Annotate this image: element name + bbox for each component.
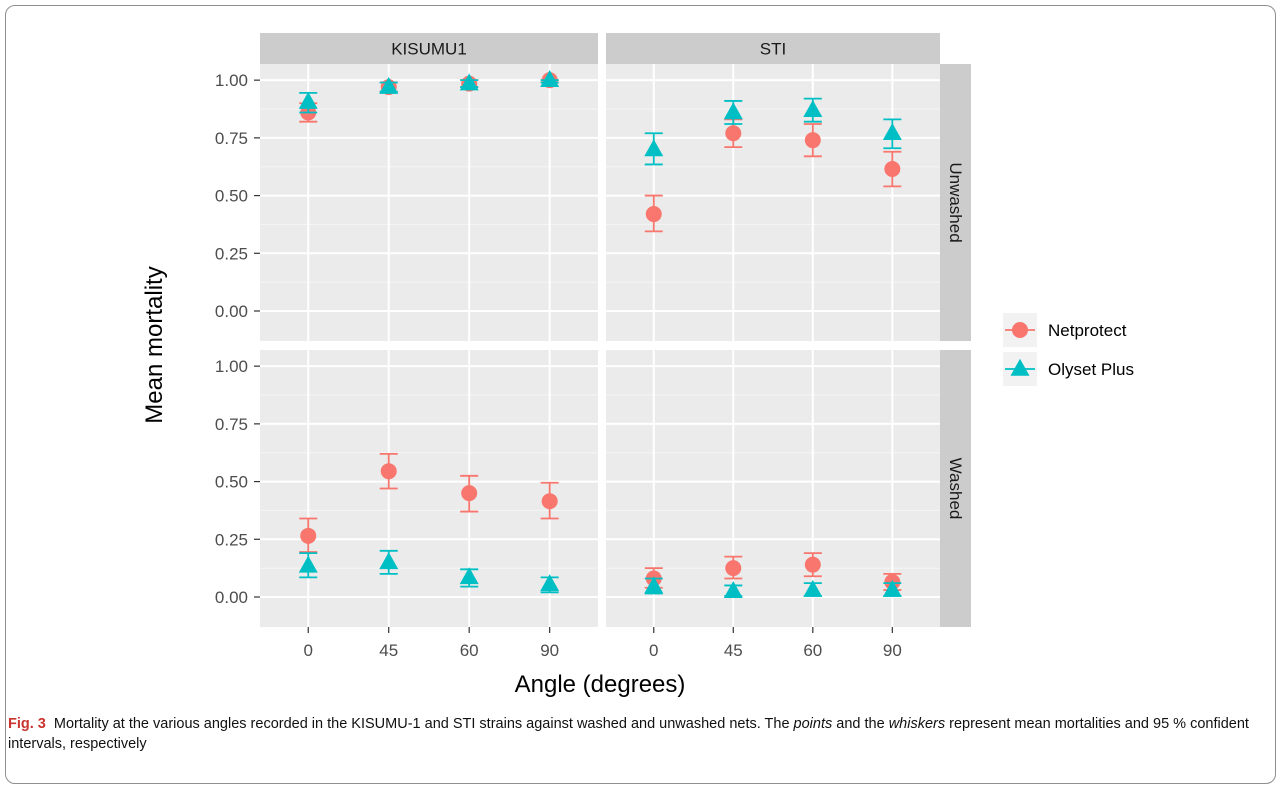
facet-column-label: KISUMU1 bbox=[391, 40, 467, 59]
facet-column-label: STI bbox=[760, 40, 786, 59]
data-point bbox=[882, 123, 902, 141]
panel-background bbox=[260, 64, 598, 341]
x-tick-label: 0 bbox=[304, 641, 313, 660]
y-axis-title: Mean mortality bbox=[141, 266, 168, 423]
caption-text: Mortality at the various angles recorded… bbox=[53, 716, 794, 732]
legend-key-marker bbox=[1012, 322, 1028, 338]
data-point bbox=[644, 576, 664, 594]
facet-row-label: Unwashed bbox=[946, 162, 965, 242]
x-tick-label: 60 bbox=[803, 641, 822, 660]
data-point bbox=[459, 567, 479, 585]
data-point bbox=[379, 552, 399, 570]
y-tick-label: 0.50 bbox=[215, 187, 248, 206]
y-tick-label: 0.25 bbox=[215, 244, 248, 263]
x-tick-label: 45 bbox=[379, 641, 398, 660]
panel-background bbox=[606, 350, 940, 627]
data-point bbox=[300, 527, 317, 544]
data-point bbox=[298, 555, 318, 573]
data-point bbox=[379, 76, 399, 94]
panel-background bbox=[260, 350, 598, 627]
data-point bbox=[725, 560, 742, 577]
x-tick-label: 60 bbox=[460, 641, 479, 660]
data-point bbox=[459, 73, 479, 91]
y-tick-label: 0.00 bbox=[215, 302, 248, 321]
data-point bbox=[645, 206, 662, 223]
legend-key-marker bbox=[1010, 358, 1030, 376]
caption-text: and the bbox=[832, 716, 889, 732]
data-point bbox=[380, 463, 397, 480]
y-tick-label: 0.75 bbox=[215, 415, 248, 434]
legend-label: Olyset Plus bbox=[1048, 360, 1134, 379]
x-tick-label: 0 bbox=[649, 641, 658, 660]
data-point bbox=[725, 125, 742, 142]
x-tick-label: 45 bbox=[724, 641, 743, 660]
y-tick-label: 0.00 bbox=[215, 588, 248, 607]
legend-label: Netprotect bbox=[1048, 321, 1127, 340]
x-tick-label: 90 bbox=[540, 641, 559, 660]
x-axis-title: Angle (degrees) bbox=[515, 671, 686, 698]
data-point bbox=[723, 581, 743, 599]
faceted-chart: KISUMU1 STI Unwashed Washed 0.00 0.25 0.50 0.7… bbox=[141, 33, 1134, 698]
facet-strip-row bbox=[940, 350, 971, 627]
data-point bbox=[804, 132, 821, 149]
caption-text: represent mean mortalities and 95 % conf… bbox=[8, 716, 1249, 752]
y-tick-label: 1.00 bbox=[215, 357, 248, 376]
y-tick-label: 0.50 bbox=[215, 473, 248, 492]
facet-row-label: Washed bbox=[946, 458, 965, 520]
figure-label: Fig. 3 bbox=[8, 716, 46, 732]
y-tick-label: 1.00 bbox=[215, 71, 248, 90]
figure-caption: Fig. 3 Mortality at the various angles r… bbox=[8, 714, 1273, 754]
caption-italic-whiskers: whiskers bbox=[888, 716, 946, 732]
data-point bbox=[298, 91, 318, 109]
data-point bbox=[803, 99, 823, 117]
data-point bbox=[804, 556, 821, 573]
data-point bbox=[541, 493, 558, 510]
data-point bbox=[723, 102, 743, 120]
data-point bbox=[884, 161, 901, 178]
facet-strip-column bbox=[260, 33, 598, 64]
data-point bbox=[540, 69, 560, 87]
data-point bbox=[644, 139, 664, 157]
caption-italic-points: points bbox=[793, 716, 833, 732]
facet-strip-row bbox=[940, 64, 971, 341]
data-point bbox=[461, 485, 478, 502]
data-point bbox=[540, 574, 560, 592]
facet-strip-column bbox=[606, 33, 940, 64]
y-tick-label: 0.75 bbox=[215, 129, 248, 148]
y-tick-label: 0.25 bbox=[215, 530, 248, 549]
x-tick-label: 90 bbox=[883, 641, 902, 660]
data-point bbox=[803, 579, 823, 597]
panel-background bbox=[606, 64, 940, 341]
data-point bbox=[882, 579, 902, 597]
